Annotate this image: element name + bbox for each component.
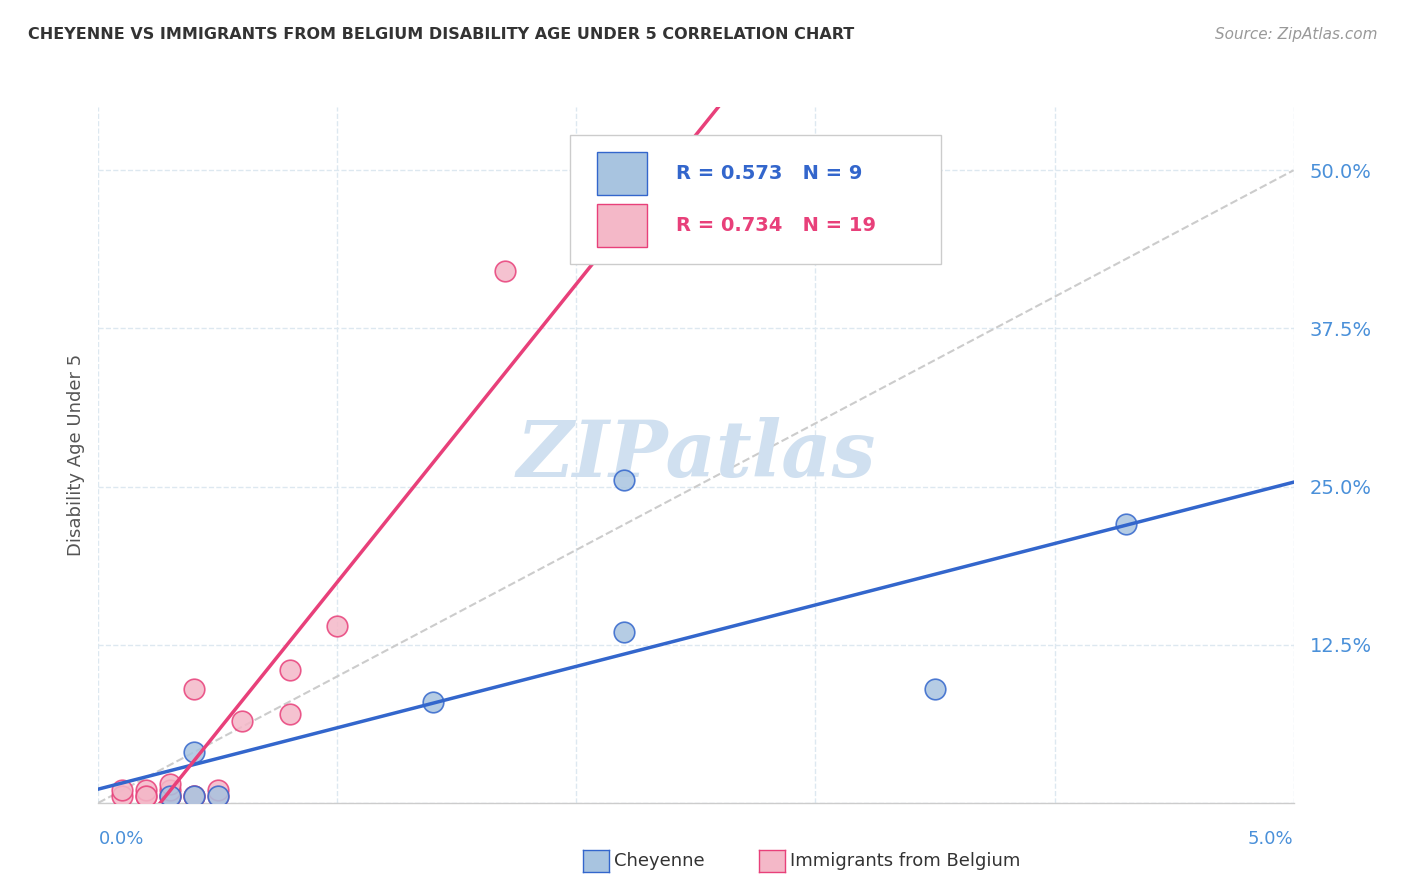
Point xyxy=(159,777,181,791)
Point xyxy=(183,789,205,804)
Y-axis label: Disability Age Under 5: Disability Age Under 5 xyxy=(66,354,84,556)
FancyBboxPatch shape xyxy=(596,203,647,247)
Point xyxy=(135,789,157,804)
Point xyxy=(207,783,229,797)
Point xyxy=(159,789,181,804)
Point xyxy=(613,625,636,640)
Point xyxy=(326,618,349,632)
Point xyxy=(207,789,229,804)
Point xyxy=(183,789,205,804)
Text: 0.0%: 0.0% xyxy=(98,830,143,847)
Text: 5.0%: 5.0% xyxy=(1249,830,1294,847)
Point xyxy=(183,745,205,759)
Point xyxy=(111,789,134,804)
Text: ZIPatlas: ZIPatlas xyxy=(516,417,876,493)
Point xyxy=(613,473,636,487)
Point xyxy=(924,681,946,696)
Point xyxy=(135,783,157,797)
Point xyxy=(159,783,181,797)
Point xyxy=(231,714,253,728)
FancyBboxPatch shape xyxy=(571,135,941,263)
Point xyxy=(278,663,301,677)
Point xyxy=(278,707,301,722)
Point xyxy=(111,783,134,797)
Point xyxy=(422,695,444,709)
Point xyxy=(183,681,205,696)
Text: R = 0.573   N = 9: R = 0.573 N = 9 xyxy=(676,163,862,183)
Point xyxy=(1115,517,1137,532)
FancyBboxPatch shape xyxy=(596,152,647,194)
Text: CHEYENNE VS IMMIGRANTS FROM BELGIUM DISABILITY AGE UNDER 5 CORRELATION CHART: CHEYENNE VS IMMIGRANTS FROM BELGIUM DISA… xyxy=(28,27,855,42)
Point xyxy=(183,789,205,804)
Text: Source: ZipAtlas.com: Source: ZipAtlas.com xyxy=(1215,27,1378,42)
Text: Cheyenne: Cheyenne xyxy=(614,852,704,870)
Point xyxy=(159,789,181,804)
Point xyxy=(207,789,229,804)
Point xyxy=(135,789,157,804)
Text: R = 0.734   N = 19: R = 0.734 N = 19 xyxy=(676,216,876,235)
Point xyxy=(159,789,181,804)
Point xyxy=(494,264,516,278)
Text: Immigrants from Belgium: Immigrants from Belgium xyxy=(790,852,1021,870)
